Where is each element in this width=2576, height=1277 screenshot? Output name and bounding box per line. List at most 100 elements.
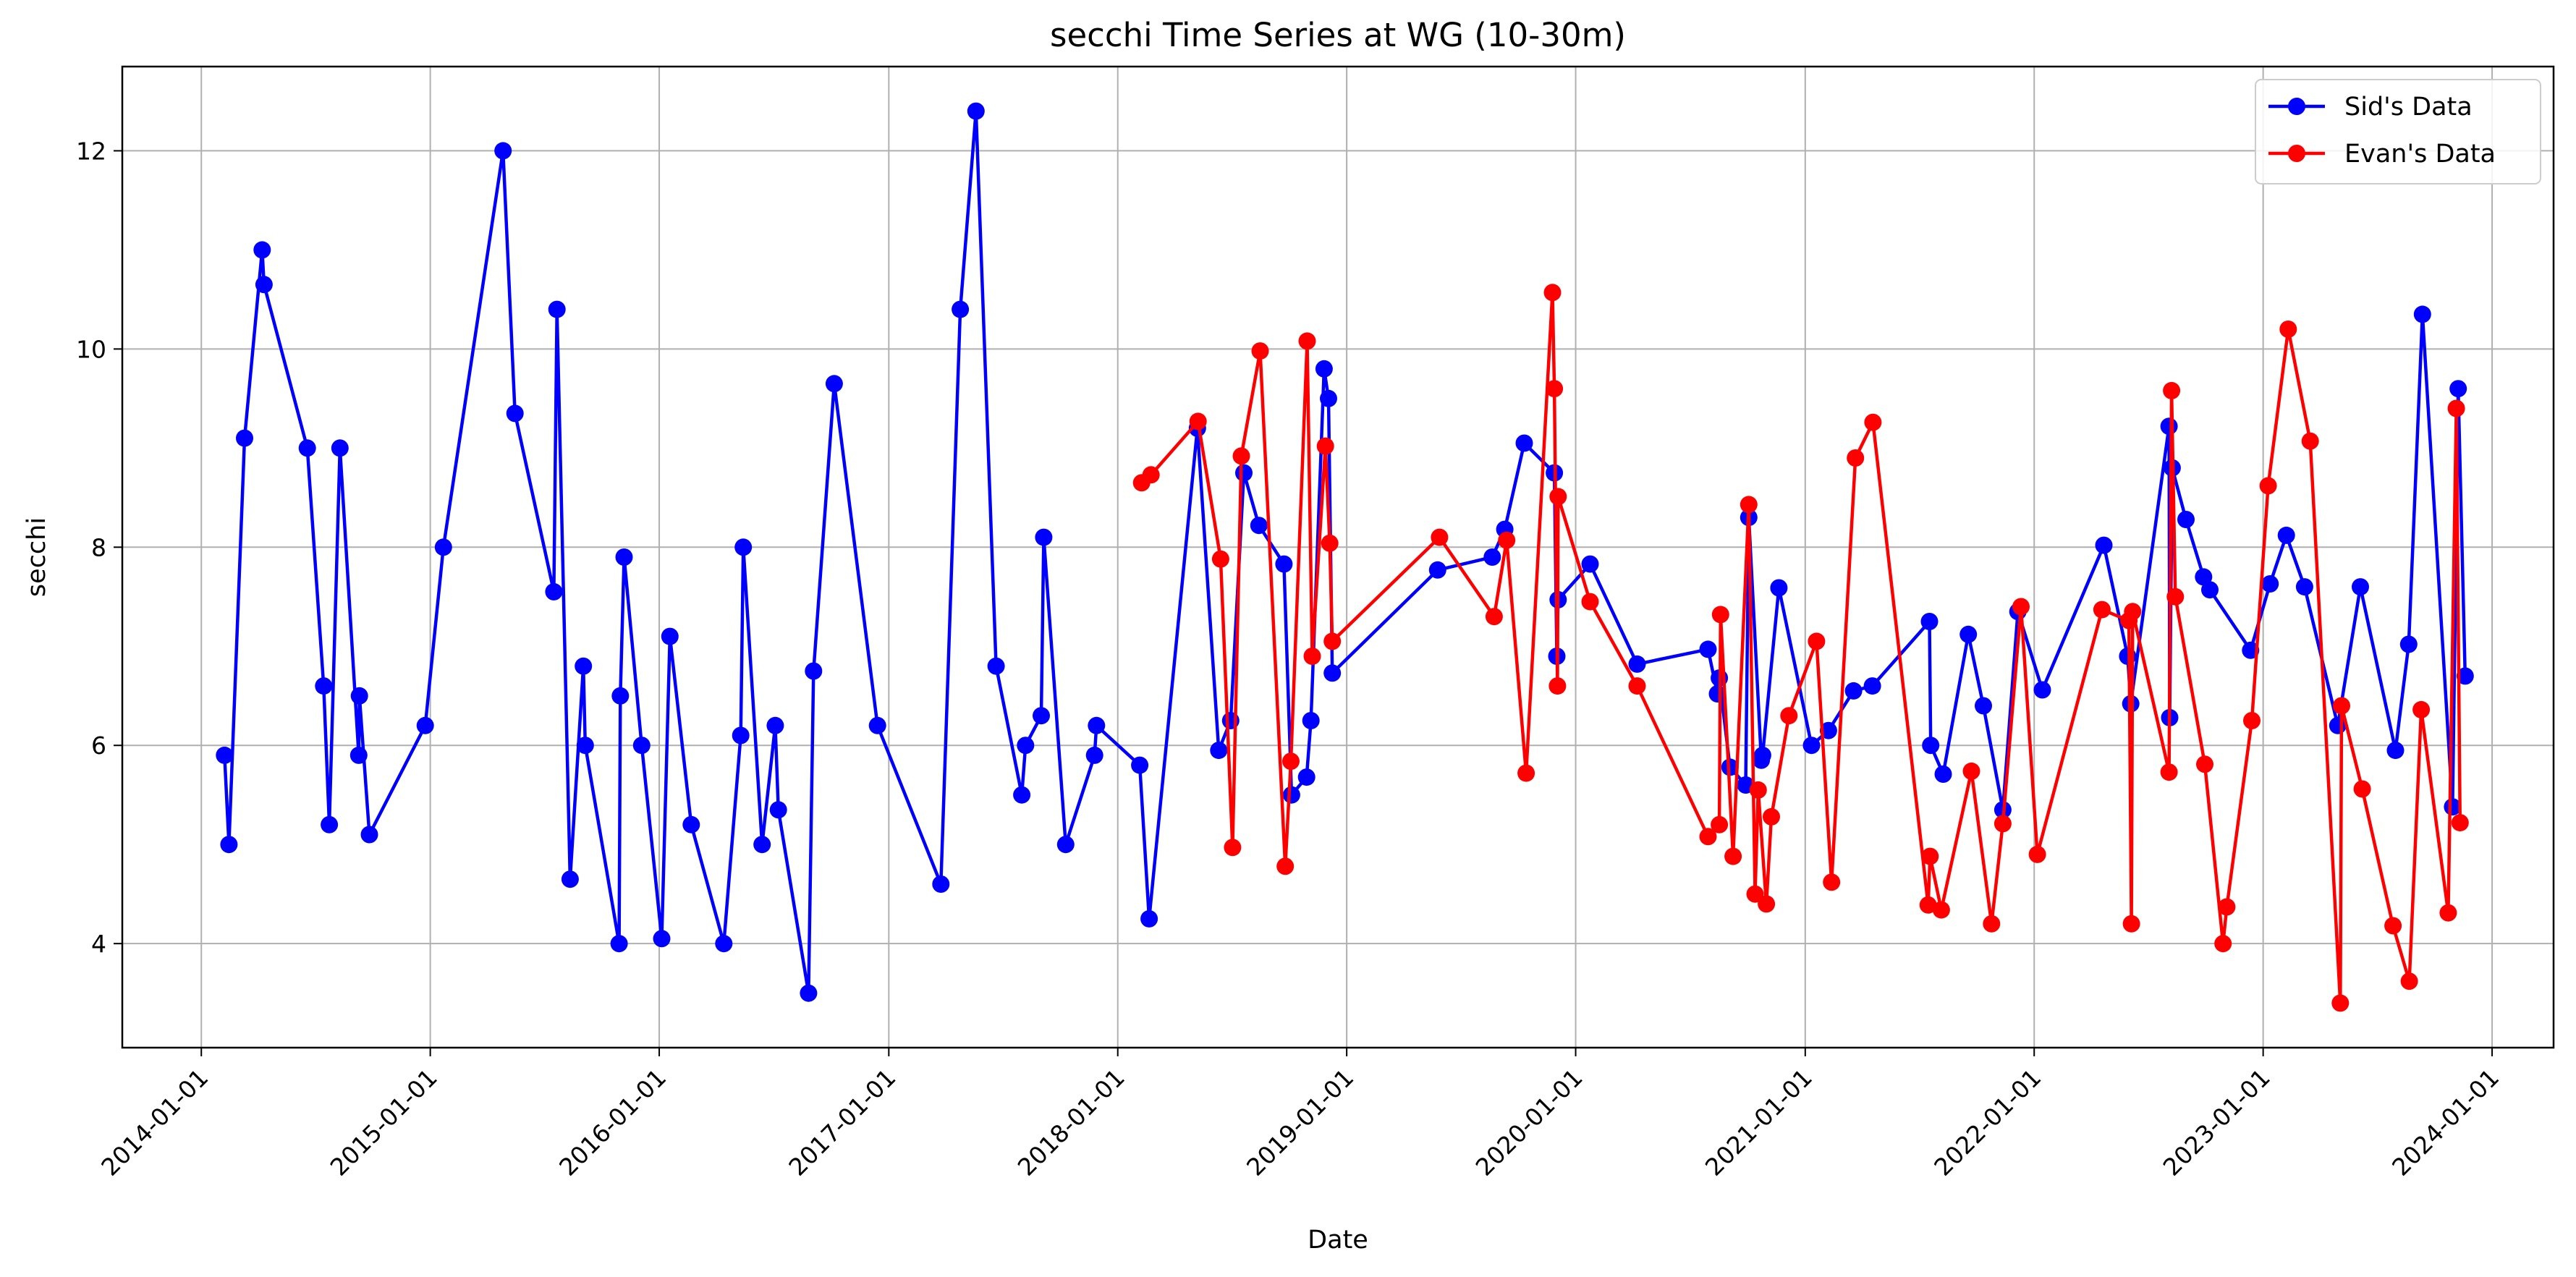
data-point xyxy=(1232,447,1250,465)
data-point xyxy=(1847,449,1865,467)
data-point xyxy=(1581,593,1599,611)
data-point xyxy=(315,677,333,695)
data-point xyxy=(1919,896,1937,914)
data-point xyxy=(1431,528,1449,546)
data-point xyxy=(2122,915,2140,933)
data-point xyxy=(653,930,671,948)
data-point xyxy=(661,627,679,645)
data-point xyxy=(1210,742,1228,760)
data-point xyxy=(2331,994,2350,1012)
data-point xyxy=(825,375,843,393)
data-point xyxy=(805,662,823,680)
data-point xyxy=(2352,578,2369,596)
data-point xyxy=(349,746,368,764)
data-point xyxy=(1922,737,1940,755)
data-point xyxy=(1211,550,1229,568)
y-axis-label: secchi xyxy=(22,517,51,597)
data-point xyxy=(1699,640,1717,658)
data-point xyxy=(2353,780,2371,798)
data-point xyxy=(952,300,970,318)
data-point xyxy=(1549,488,1567,506)
data-point xyxy=(2277,526,2295,544)
data-point xyxy=(1934,765,1952,783)
data-point xyxy=(2399,635,2418,653)
data-point xyxy=(575,657,593,675)
data-point xyxy=(1515,434,1533,452)
data-point xyxy=(1056,836,1075,854)
data-point xyxy=(2028,845,2046,863)
data-point xyxy=(2166,587,2185,606)
data-point xyxy=(715,935,733,953)
data-point xyxy=(236,429,253,447)
data-point xyxy=(1959,625,1978,643)
data-point xyxy=(2412,700,2431,718)
data-point xyxy=(1699,828,1717,846)
data-point xyxy=(610,935,628,953)
data-point xyxy=(1131,756,1149,774)
data-point xyxy=(1628,655,1646,673)
data-point xyxy=(1746,885,1764,903)
data-point xyxy=(2279,321,2297,338)
data-point xyxy=(1546,380,1564,398)
data-point xyxy=(2195,568,2213,586)
data-point xyxy=(1724,847,1742,865)
data-point xyxy=(2124,603,2142,621)
data-point xyxy=(1708,685,1726,703)
data-point xyxy=(868,716,886,734)
data-point xyxy=(2456,667,2474,685)
y-tick-label: 12 xyxy=(76,137,106,165)
data-point xyxy=(2333,697,2350,715)
data-point xyxy=(1428,561,1446,579)
data-point xyxy=(1763,807,1780,826)
data-point xyxy=(1189,412,1207,430)
y-tick-label: 4 xyxy=(91,930,106,958)
data-point xyxy=(1932,901,1950,919)
y-tick-label: 6 xyxy=(91,731,106,760)
data-point xyxy=(1483,548,1501,566)
series-layer xyxy=(216,102,2474,1012)
data-point xyxy=(298,439,316,457)
data-point xyxy=(216,746,234,764)
data-point xyxy=(1251,342,1269,360)
data-point xyxy=(1250,517,1268,535)
data-point xyxy=(1823,873,1841,891)
data-point xyxy=(2451,814,2469,832)
data-point xyxy=(1282,752,1300,771)
data-point xyxy=(1275,555,1293,573)
data-point xyxy=(1140,909,1158,928)
data-point xyxy=(416,716,434,734)
data-point xyxy=(2160,417,2178,436)
series-evans-data xyxy=(1132,284,2469,1012)
data-point xyxy=(1983,915,2001,933)
data-point xyxy=(255,276,273,294)
data-point xyxy=(2301,432,2319,450)
data-point xyxy=(1323,632,1342,650)
data-point xyxy=(434,538,452,556)
data-point xyxy=(1321,534,1339,552)
data-point xyxy=(1323,664,1342,682)
data-point xyxy=(1864,413,1882,431)
data-point xyxy=(1224,839,1242,857)
legend-entry-sids-data: Sid's Data xyxy=(2268,93,2473,122)
data-point xyxy=(1282,786,1300,804)
data-point xyxy=(2295,578,2313,596)
data-point xyxy=(1298,332,1316,350)
data-point xyxy=(1920,613,1939,630)
data-point xyxy=(1035,528,1053,546)
x-axis-label: Date xyxy=(1308,1226,1368,1255)
data-point xyxy=(1819,721,1837,739)
data-point xyxy=(321,815,339,833)
legend-label: Evan's Data xyxy=(2344,140,2496,169)
data-point xyxy=(506,404,524,423)
data-point xyxy=(1711,815,1729,833)
data-point xyxy=(1485,608,1503,626)
data-point xyxy=(2160,763,2178,781)
data-point xyxy=(350,687,368,705)
legend-swatch-marker xyxy=(2288,145,2305,162)
data-point xyxy=(800,984,818,1002)
data-point xyxy=(1235,464,1253,482)
data-point xyxy=(2444,798,2462,816)
data-point xyxy=(548,300,566,318)
data-point xyxy=(732,726,750,744)
data-point xyxy=(2400,972,2418,990)
